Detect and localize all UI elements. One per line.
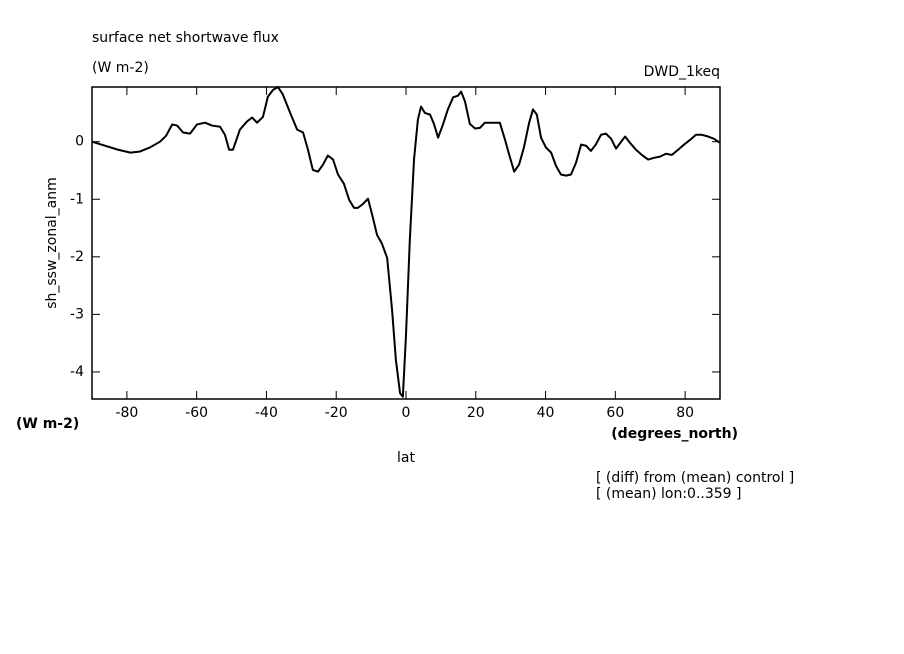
- y-tick-label: -4: [70, 364, 84, 380]
- y-tick-label: 0: [75, 134, 84, 150]
- x-tick-label: 80: [676, 405, 694, 421]
- x-tick-label: 20: [467, 405, 485, 421]
- note: [ (diff) from (mean) control ]: [596, 470, 794, 486]
- x-axis-label: lat: [397, 450, 415, 466]
- x-tick-label: -20: [325, 405, 348, 421]
- y-units: (W m-2): [16, 416, 79, 432]
- x-tick-label: 40: [537, 405, 555, 421]
- x-tick-label: 60: [606, 405, 624, 421]
- note: [ (mean) lon:0..359 ]: [596, 486, 741, 502]
- x-tick-label: -80: [115, 405, 138, 421]
- data-line: [91, 86, 721, 398]
- x-tick-label: -40: [255, 405, 278, 421]
- y-tick-label: -1: [70, 191, 84, 207]
- y-tick-label: -3: [70, 306, 84, 322]
- y-tick-label: -2: [70, 249, 84, 265]
- y-axis-label: sh_ssw_zonal_anm: [44, 177, 60, 309]
- chart-title: surface net shortwave flux: [92, 30, 279, 46]
- x-units: (degrees_north): [611, 426, 738, 442]
- chart-subtitle: (W m-2): [92, 60, 149, 76]
- x-tick-label: -60: [185, 405, 208, 421]
- annotation: DWD_1keq: [644, 64, 720, 80]
- x-tick-label: 0: [402, 405, 411, 421]
